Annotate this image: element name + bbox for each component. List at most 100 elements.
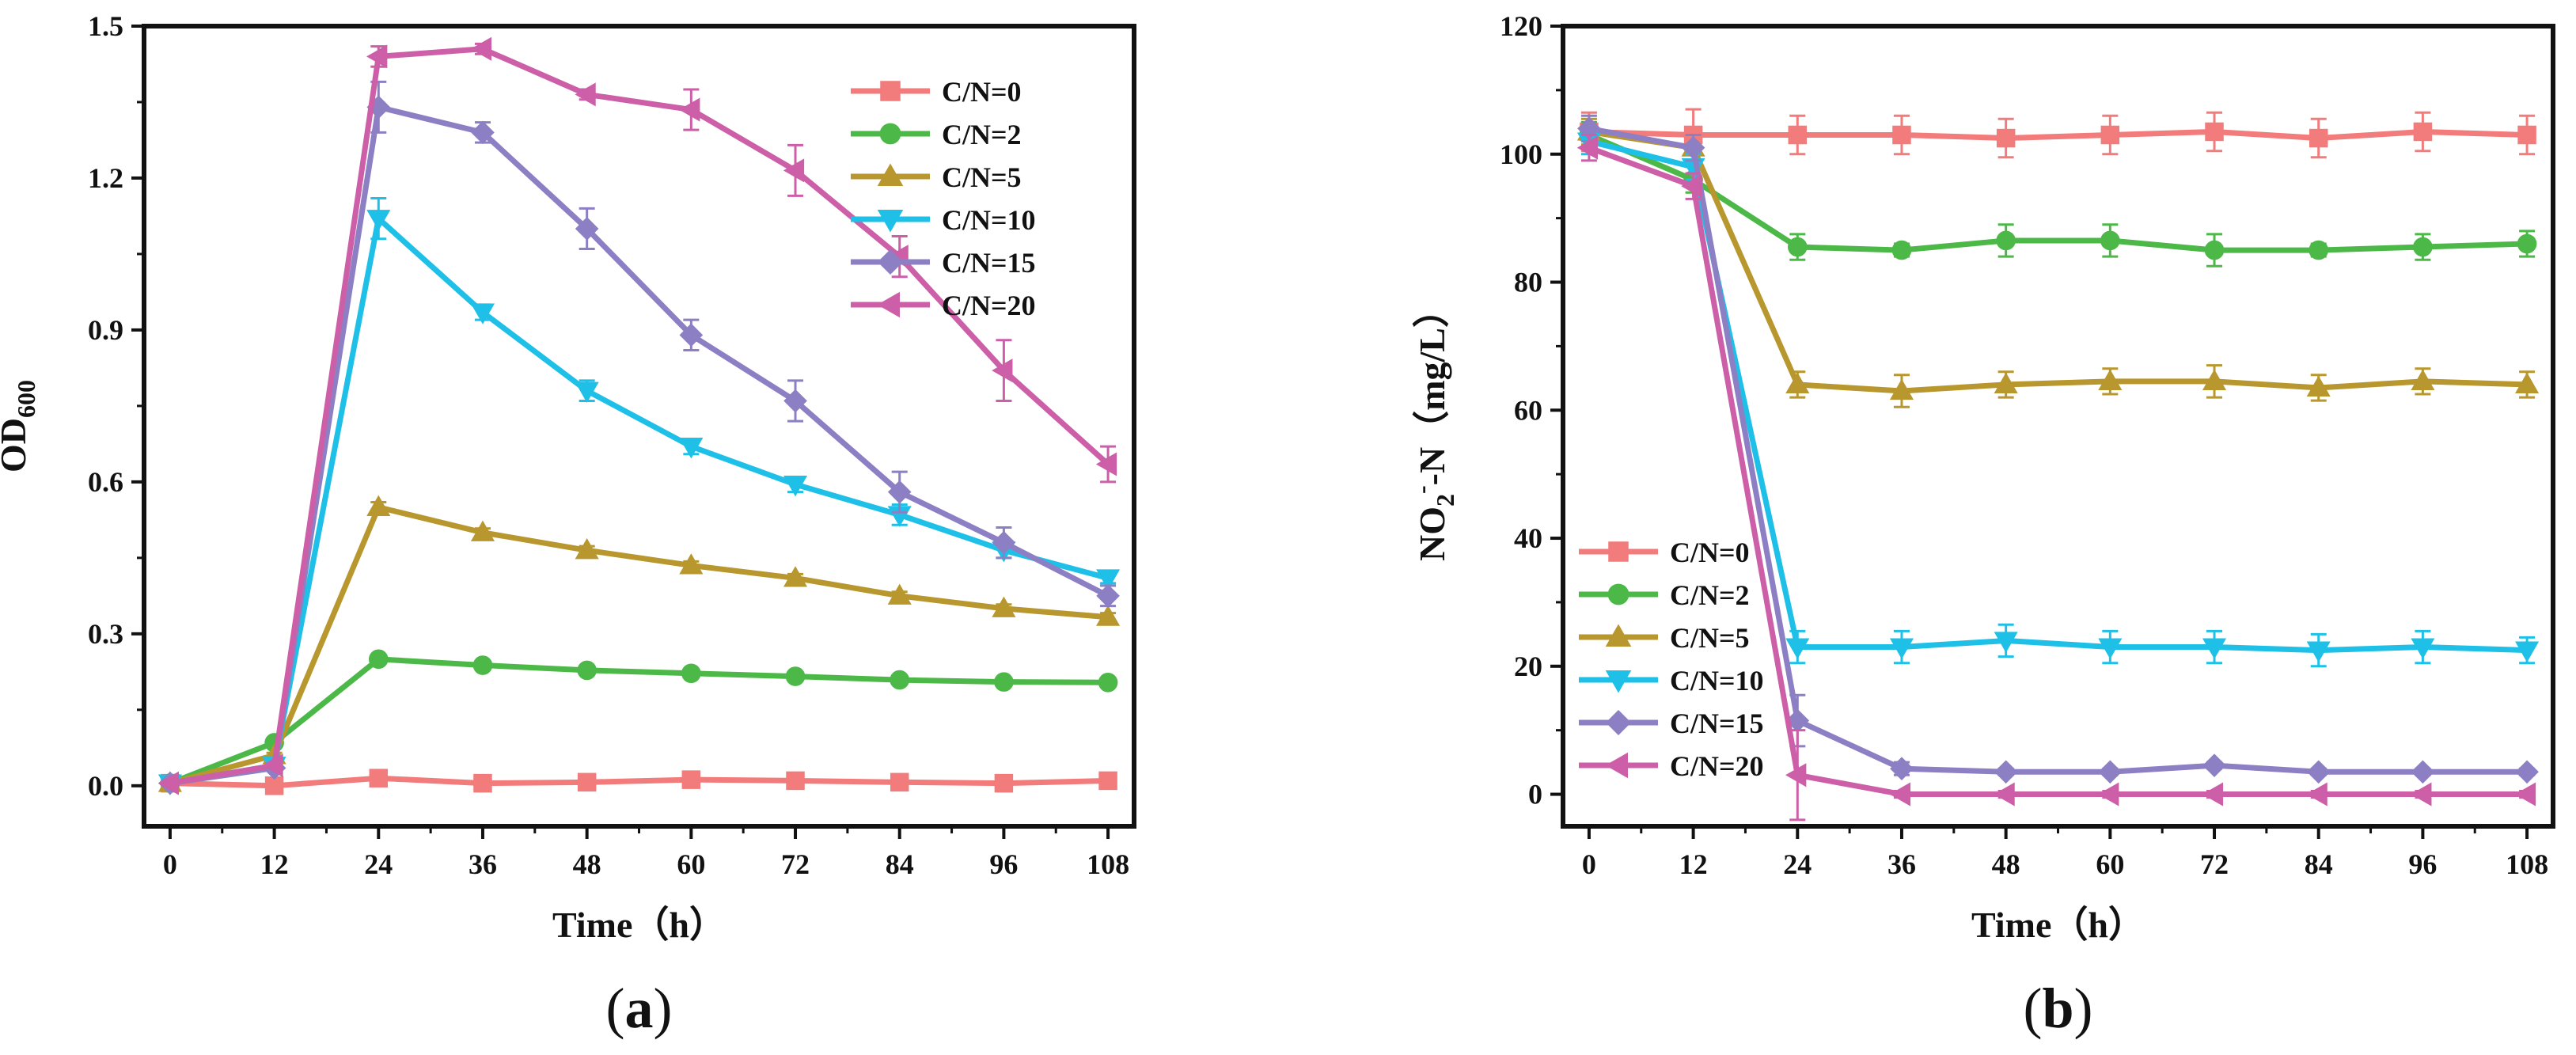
- data-point: [2517, 233, 2537, 254]
- series-line: [1588, 139, 2528, 654]
- series-line: [1588, 145, 2528, 798]
- data-point: [1785, 763, 1807, 787]
- data-point: [2098, 782, 2119, 806]
- data-point: [679, 438, 704, 459]
- series-line: [169, 656, 1109, 786]
- data-point: [577, 772, 597, 792]
- y-axis-title: NO2--N（mg/L）: [1407, 291, 1459, 561]
- legend-label: C/N=10: [1670, 665, 1764, 696]
- data-point: [1788, 125, 1808, 145]
- panel-label-close: ): [2074, 977, 2093, 1040]
- legend-marker: [1605, 624, 1632, 647]
- y-tick-label: 120: [1500, 10, 1542, 42]
- series-line: [169, 775, 1109, 789]
- legend-marker: [877, 163, 904, 186]
- data-point: [575, 217, 599, 241]
- legend-item: C/N=0: [851, 76, 1022, 108]
- data-point: [681, 663, 701, 684]
- data-point: [1096, 584, 1120, 608]
- data-point: [473, 773, 492, 793]
- data-point: [2204, 240, 2225, 260]
- legend-label: C/N=15: [942, 247, 1036, 279]
- chart-panel-a: 0 12 24 36 48 60 72 84 96 108 0.0 0.3 0.6 0.9 1.2 1.5 Ti…: [0, 10, 1136, 1040]
- data-point: [890, 670, 910, 690]
- y-tick-label: 0: [1528, 779, 1542, 810]
- x-tick-label: 72: [2200, 848, 2229, 880]
- panel-label-open: (: [2023, 977, 2042, 1040]
- chart-panel-b: 0 12 24 36 48 60 72 84 96 108 0 20 40 60 80 100 120 Time（…: [1407, 10, 2555, 1040]
- data-point: [1681, 174, 1702, 199]
- data-point: [2098, 638, 2123, 659]
- data-point: [470, 303, 495, 324]
- data-point: [1891, 240, 1912, 260]
- data-point: [575, 381, 599, 403]
- legend-item: C/N=5: [851, 161, 1022, 193]
- y-axis-title-main: NO: [1412, 507, 1452, 561]
- x-tick-label: 36: [1887, 848, 1916, 880]
- x-tick-label: 108: [2506, 848, 2548, 880]
- y-tick-label: 1.5: [88, 10, 123, 42]
- data-point: [2517, 125, 2536, 145]
- series-c-n-20: [157, 36, 1117, 795]
- series-line: [1588, 125, 2528, 775]
- legend-marker: [1605, 709, 1632, 736]
- panel-label-letter: b: [2042, 977, 2073, 1040]
- data-point: [470, 36, 492, 61]
- data-point: [2306, 760, 2331, 784]
- series-c-n-0: [1580, 108, 2536, 162]
- legend-marker: [879, 123, 901, 145]
- y-axis-title-subscript: 2: [1431, 494, 1459, 507]
- panel-label-open: (: [606, 977, 625, 1040]
- y-tick-label: 100: [1500, 139, 1542, 170]
- legend-marker: [1607, 583, 1629, 605]
- data-point: [2100, 230, 2120, 251]
- x-tick-label: 24: [364, 848, 393, 880]
- data-point: [1785, 372, 1810, 393]
- y-tick-label: 0.6: [88, 466, 123, 498]
- data-point: [1576, 135, 1598, 160]
- data-point: [575, 538, 599, 560]
- data-point: [783, 389, 807, 413]
- series-line: [169, 215, 1109, 787]
- x-tick-label: 36: [469, 848, 497, 880]
- legend-item: C/N=10: [851, 204, 1036, 236]
- data-point: [575, 82, 596, 107]
- x-tick-label: 48: [573, 848, 601, 880]
- legend-marker: [877, 291, 900, 318]
- legend-marker: [1605, 670, 1632, 693]
- data-point: [1994, 782, 2015, 806]
- legend-item: C/N=5: [1579, 622, 1750, 654]
- legend-marker: [1608, 541, 1629, 562]
- series-c-n-0: [161, 768, 1117, 795]
- data-point: [2515, 760, 2539, 784]
- x-tick-label: 0: [163, 848, 177, 880]
- data-point: [471, 120, 495, 145]
- data-point: [679, 97, 700, 122]
- data-point: [1996, 128, 2016, 148]
- plot-frame: [1561, 24, 2555, 829]
- data-point: [2411, 638, 2435, 659]
- x-tick-label: 60: [677, 848, 705, 880]
- data-point: [2515, 372, 2540, 393]
- data-point: [262, 753, 283, 778]
- legend-item: C/N=2: [851, 119, 1022, 150]
- panel-label: (a): [606, 977, 673, 1040]
- series-line: [169, 104, 1110, 787]
- x-tick-label: 84: [2305, 848, 2333, 880]
- data-point: [783, 566, 808, 587]
- x-tick-label: 24: [1783, 848, 1812, 880]
- data-point: [2514, 782, 2536, 806]
- y-tick-label: 0.3: [88, 618, 123, 650]
- data-point: [2309, 240, 2329, 260]
- data-point: [1994, 632, 2018, 653]
- legend-label: C/N=10: [942, 204, 1036, 236]
- legend-label: C/N=2: [942, 119, 1022, 150]
- data-point: [992, 530, 1016, 555]
- data-point: [2205, 122, 2224, 142]
- data-point: [783, 158, 805, 183]
- data-point: [1098, 771, 1117, 791]
- series-c-n-5: [157, 495, 1121, 792]
- y-tick-label: 1.2: [88, 162, 123, 194]
- legend-item: C/N=20: [851, 290, 1036, 321]
